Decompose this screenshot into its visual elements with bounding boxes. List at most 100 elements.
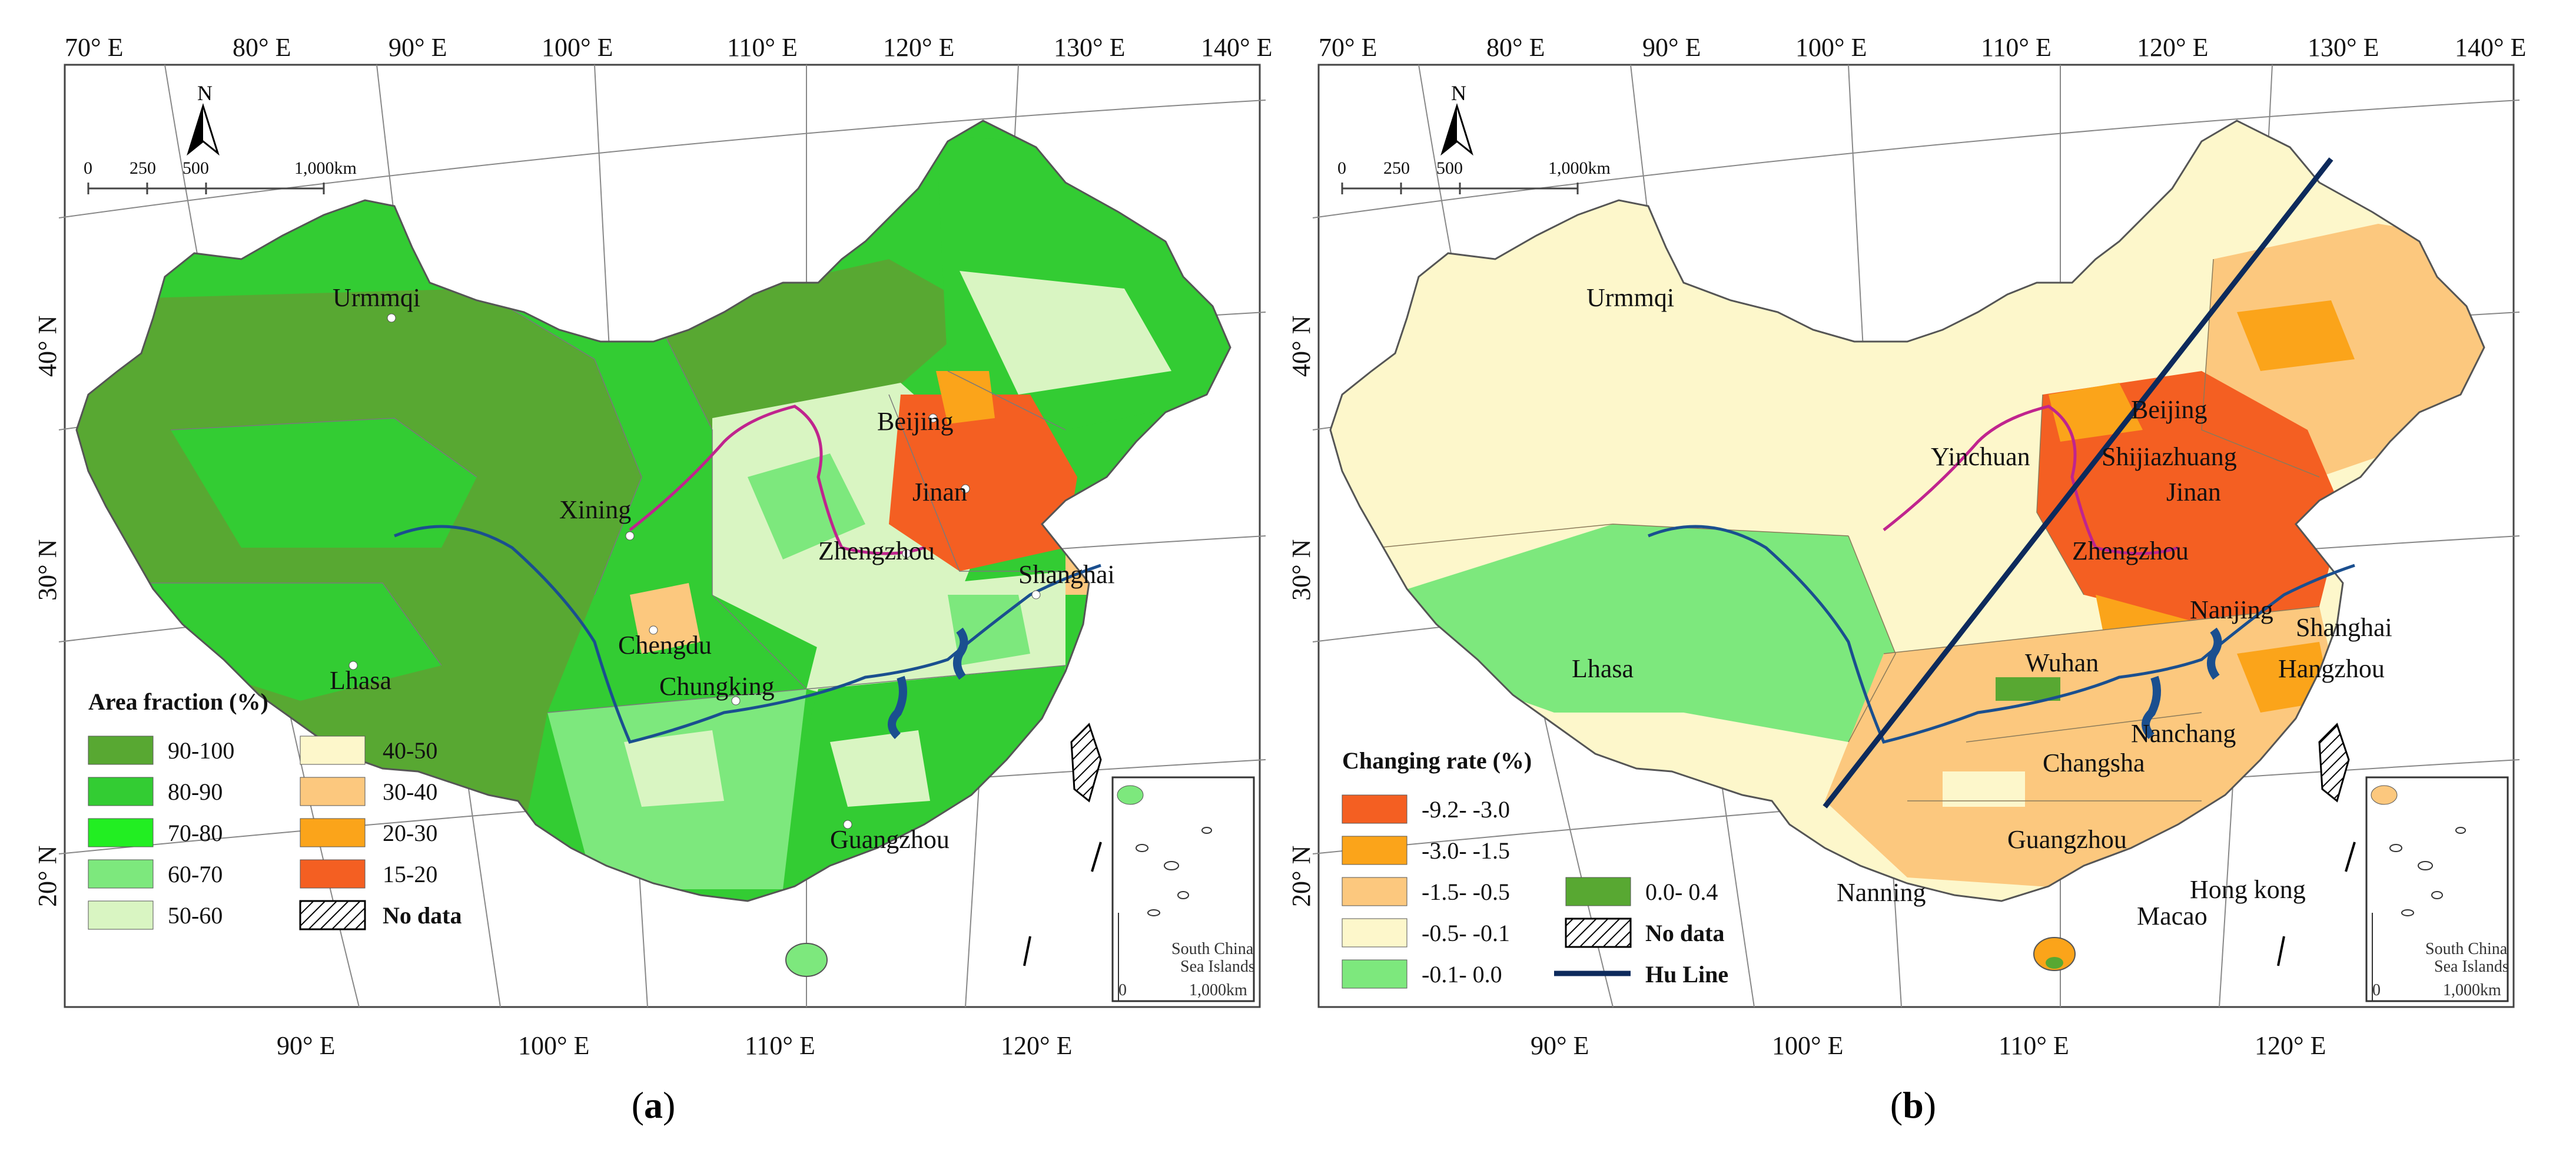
city-label: Changsha	[2043, 748, 2145, 777]
legend-item: 30-40	[300, 777, 437, 806]
lon-tick-label: 70° E	[1319, 33, 1377, 62]
legend-item: 80-90	[88, 777, 223, 806]
svg-text:0: 0	[2372, 981, 2381, 999]
lon-tick-label: 110° E	[745, 1031, 815, 1060]
city-label: Hangzhou	[2278, 654, 2385, 683]
yangtze-river	[1648, 525, 2355, 744]
scale-bar: 0 250 500 1,000km	[84, 158, 357, 194]
city-label: Hong kong	[2190, 875, 2306, 904]
svg-text:South China: South China	[2425, 940, 2508, 958]
island-marks	[1023, 842, 1102, 966]
lon-tick-label: 120° E	[2255, 1031, 2326, 1060]
svg-text:1,000km: 1,000km	[294, 158, 357, 178]
city-label: Xining	[559, 495, 631, 524]
lon-tick-label: 130° E	[1054, 33, 1125, 62]
legend-item: 50-60	[88, 900, 223, 930]
lon-tick-label: 110° E	[727, 33, 798, 62]
svg-text:0.0- 0.4: 0.0- 0.4	[1645, 879, 1718, 905]
lon-tick-label: 140° E	[2455, 33, 2526, 62]
south-china-sea-inset: South China Sea Islands 0 1,000km	[2365, 776, 2509, 1002]
city-label: Lhasa	[330, 666, 391, 695]
svg-text:80-90: 80-90	[168, 779, 223, 805]
lon-tick-label: 80° E	[233, 33, 291, 62]
legend-item: 60-70	[88, 859, 223, 889]
legend-item: 40-50	[300, 736, 437, 765]
city-label: Jinan	[912, 478, 967, 506]
north-arrow-icon: N	[187, 81, 220, 156]
svg-text:40-50: 40-50	[383, 737, 437, 764]
lon-tick-label: 100° E	[1772, 1031, 1843, 1060]
city-label: Wuhan	[2025, 648, 2099, 677]
legend-item: -0.5- -0.1	[1342, 918, 1510, 948]
lon-tick-label: 130° E	[2308, 33, 2379, 62]
svg-text:500: 500	[1436, 158, 1463, 178]
lon-tick-label: 80° E	[1486, 33, 1545, 62]
lat-tick-label: 30° N	[1287, 539, 1316, 601]
taiwan-no-data	[2318, 723, 2350, 803]
scale-bar: 0 250 500 1,000km	[1337, 158, 1611, 194]
legend-item: 70-80	[88, 818, 223, 847]
city-label: Beijing	[2131, 395, 2207, 424]
hu-line	[1823, 157, 2333, 809]
svg-text:0: 0	[1118, 981, 1127, 999]
city-label: Nanjing	[2190, 595, 2273, 624]
svg-text:1,000km: 1,000km	[1548, 158, 1611, 178]
svg-text:-1.5- -0.5: -1.5- -0.5	[1422, 879, 1510, 905]
city-label: Guangzhou	[2007, 825, 2127, 854]
lon-tick-label: 90° E	[1531, 1031, 1589, 1060]
taiwan-no-data	[1070, 723, 1102, 803]
legend-item: -3.0- -1.5	[1342, 836, 1510, 865]
svg-text:90-100: 90-100	[168, 737, 234, 764]
legend-item: 20-30	[300, 818, 437, 847]
svg-text:250: 250	[130, 158, 156, 178]
city-label: Beijing	[877, 407, 954, 436]
lake-icon	[953, 627, 968, 680]
legend-title: Area fraction (%)	[88, 688, 268, 715]
legend-item: -0.1- 0.0	[1342, 959, 1502, 989]
island-marks	[2277, 842, 2356, 966]
yellow-river	[1883, 405, 2179, 555]
legend: Area fraction (%) 90-100 80-90 70-80 60-…	[88, 688, 462, 930]
svg-text:70-80: 70-80	[168, 820, 223, 846]
legend-item: -1.5- -0.5	[1342, 877, 1510, 906]
city-label: Guangzhou	[830, 825, 950, 854]
city-label: Urmmqi	[1586, 283, 1674, 312]
city-label: Nanning	[1837, 878, 1926, 907]
lon-tick-label: 100° E	[1795, 33, 1867, 62]
city-label: Lhasa	[1572, 654, 1634, 683]
lat-tick-label: 40° N	[1287, 316, 1316, 377]
svg-text:0: 0	[84, 158, 92, 178]
svg-text:-3.0- -1.5: -3.0- -1.5	[1422, 837, 1510, 864]
south-china-sea-inset: South China Sea Islands 0 1,000km	[1111, 776, 1255, 1002]
lon-tick-label: 90° E	[389, 33, 447, 62]
svg-text:N: N	[1451, 81, 1466, 105]
svg-text:No data: No data	[383, 902, 462, 929]
city-label: Shanghai	[2296, 613, 2392, 642]
lat-tick-label: 20° N	[33, 846, 62, 907]
svg-text:1,000km: 1,000km	[1189, 981, 1247, 999]
yellow-river	[629, 405, 925, 555]
svg-text:60-70: 60-70	[168, 861, 223, 887]
svg-text:15-20: 15-20	[383, 861, 437, 887]
lon-tick-label: 90° E	[1642, 33, 1701, 62]
yangtze-river	[394, 525, 1101, 744]
china-area-fraction-map	[77, 121, 1230, 901]
city-labels: Urmmqi Beijing Yinchuan Shijiazhuang Jin…	[1572, 283, 2392, 930]
lon-tick-label: 120° E	[2137, 33, 2208, 62]
svg-text:250: 250	[1383, 158, 1410, 178]
lon-tick-label: 100° E	[518, 1031, 589, 1060]
city-label: Chengdu	[618, 631, 712, 660]
panel-b-axis-labels: 70° E 80° E 90° E 100° E 110° E 120° E 1…	[1287, 33, 2526, 1060]
hainan-island	[2033, 937, 2076, 971]
hainan-island	[785, 943, 828, 977]
caption-a: (a)	[631, 1084, 676, 1126]
svg-text:-9.2- -3.0: -9.2- -3.0	[1422, 796, 1510, 823]
city-labels: Urmmqi Beijing Jinan Xining Zhengzhou Sh…	[330, 283, 1115, 854]
lat-tick-label: 40° N	[33, 316, 62, 377]
lon-tick-label: 90° E	[277, 1031, 335, 1060]
city-label: Chungking	[659, 672, 775, 701]
lon-tick-label: 140° E	[1201, 33, 1272, 62]
lon-tick-label: 110° E	[1999, 1031, 2069, 1060]
lat-tick-label: 20° N	[1287, 846, 1316, 907]
